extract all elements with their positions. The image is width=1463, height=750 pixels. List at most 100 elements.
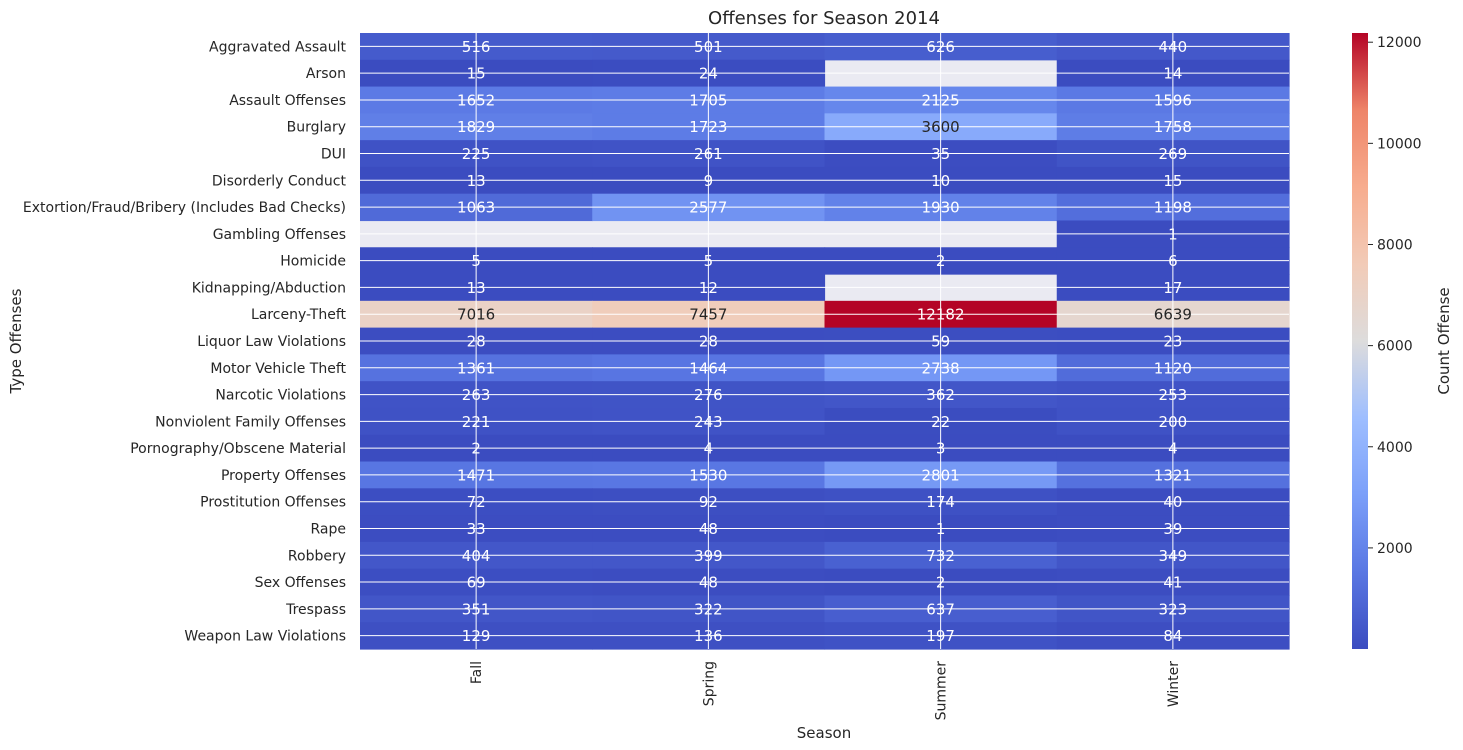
colorbar-label: Count Offense (1435, 287, 1453, 394)
cell-value-label: 10 (931, 172, 950, 190)
cell-value-label: 1596 (1154, 91, 1192, 109)
y-axis-title: Type Offenses (7, 288, 25, 394)
cell-value-label: 1530 (689, 466, 727, 484)
cell-value-label: 1471 (457, 466, 495, 484)
y-tick-label: Sex Offenses (255, 575, 346, 591)
cell-value-label: 2125 (922, 91, 960, 109)
x-tick-label: Winter (1166, 661, 1182, 707)
cell-value-label: 276 (694, 386, 723, 404)
cell-value-label: 5 (471, 252, 481, 270)
cell-value-label: 197 (926, 627, 955, 645)
cell-value-label: 1 (1168, 225, 1178, 243)
y-tick-label: Larceny-Theft (251, 307, 347, 323)
x-tick-label: Fall (469, 661, 485, 684)
cell-value-label: 1723 (689, 118, 727, 136)
cell-value-label: 7016 (457, 306, 495, 324)
cell-value-label: 136 (694, 627, 723, 645)
cell-value-label: 1063 (457, 199, 495, 217)
cell-value-label: 243 (694, 413, 723, 431)
cell-value-label: 263 (462, 386, 491, 404)
y-tick-label: Rape (311, 521, 347, 537)
cell-value-label: 14 (1163, 65, 1182, 83)
cell-value-label: 269 (1159, 145, 1188, 163)
cell-value-label: 9 (704, 172, 714, 190)
cell-value-label: 637 (926, 600, 955, 618)
y-tick-label: Gambling Offenses (213, 227, 346, 243)
cell-value-label: 349 (1159, 547, 1188, 565)
cell-value-label: 732 (926, 547, 955, 565)
cell-value-label: 1120 (1154, 359, 1192, 377)
cell-value-label: 404 (462, 547, 491, 565)
cell-value-label: 2801 (922, 466, 960, 484)
colorbar-tick-label: 4000 (1377, 440, 1413, 456)
y-tick-label: Narcotic Violations (215, 388, 346, 404)
y-tick-label: Prostitution Offenses (200, 495, 346, 511)
cell-value-label: 200 (1159, 413, 1188, 431)
cell-value-label: 15 (467, 65, 486, 83)
y-tick-label: Kidnapping/Abduction (192, 280, 346, 296)
cell-value-label: 6 (1168, 252, 1178, 270)
cell-value-label: 40 (1163, 493, 1182, 511)
cell-value-label: 351 (462, 600, 491, 618)
cell-value-label: 516 (462, 38, 491, 56)
cell-value-label: 440 (1159, 38, 1188, 56)
cell-value-label: 626 (926, 38, 955, 56)
y-tick-label: Arson (306, 66, 346, 82)
cell-value-label: 72 (467, 493, 486, 511)
cell-value-label: 35 (931, 145, 950, 163)
cell-value-label: 2 (936, 252, 946, 270)
y-tick-label: Extortion/Fraud/Bribery (Includes Bad Ch… (23, 200, 346, 216)
cell-value-label: 1198 (1154, 199, 1192, 217)
x-tick-label: Summer (934, 661, 950, 721)
cell-value-label: 2 (936, 574, 946, 592)
colorbar-tick-labels: 2000 4000 6000 8000 10000 12000 (1368, 35, 1422, 557)
colorbar-tick-label: 8000 (1377, 237, 1413, 253)
cell-value-label: 69 (467, 574, 486, 592)
cell-value-label: 39 (1163, 520, 1182, 538)
cell-value-label: 129 (462, 627, 491, 645)
cell-value-label: 28 (467, 333, 486, 351)
cell-value-label: 225 (462, 145, 491, 163)
y-tick-label: Burglary (287, 120, 346, 136)
x-axis-tick-labels: Fall Spring Summer Winter (469, 661, 1182, 721)
cell-value-label: 4 (704, 440, 714, 458)
x-tick-label: Spring (701, 661, 717, 706)
cell-value-label: 2 (471, 440, 481, 458)
cell-value-label: 28 (699, 333, 718, 351)
cell-value-label: 3 (936, 440, 946, 458)
y-tick-label: DUI (321, 147, 346, 163)
cell-value-label: 1 (936, 520, 946, 538)
cell-value-label: 174 (926, 493, 955, 511)
colorbar-tick-label: 10000 (1377, 136, 1422, 152)
cell-value-label: 1652 (457, 91, 495, 109)
y-tick-label: Assault Offenses (229, 93, 346, 109)
y-tick-label: Motor Vehicle Theft (210, 361, 346, 377)
y-tick-label: Property Offenses (221, 468, 346, 484)
y-tick-label: Disorderly Conduct (212, 173, 347, 189)
cell-value-label: 3600 (922, 118, 960, 136)
cell-value-label: 362 (926, 386, 955, 404)
cell-value-label: 22 (931, 413, 950, 431)
cell-value-label: 17 (1163, 279, 1182, 297)
y-tick-label: Homicide (280, 254, 346, 270)
cell-value-label: 48 (699, 574, 718, 592)
cell-value-label: 15 (1163, 172, 1182, 190)
chart-title: Offenses for Season 2014 (708, 8, 940, 29)
cell-value-label: 1321 (1154, 466, 1192, 484)
y-tick-label: Weapon Law Violations (184, 629, 346, 645)
cell-value-label: 2738 (922, 359, 960, 377)
y-tick-label: Liquor Law Violations (197, 334, 346, 350)
y-axis-tick-labels: Aggravated Assault Arson Assault Offenses B… (23, 39, 347, 644)
colorbar-tick-label: 12000 (1377, 35, 1422, 51)
colorbar-tick-label: 2000 (1377, 541, 1413, 557)
x-axis-title: Season (797, 724, 851, 742)
cell-value-label: 13 (467, 279, 486, 297)
cell-value-label: 48 (699, 520, 718, 538)
cell-value-label: 1829 (457, 118, 495, 136)
y-tick-label: Trespass (285, 602, 346, 618)
cell-value-label: 221 (462, 413, 491, 431)
cell-value-label: 1930 (922, 199, 960, 217)
cell-value-label: 12182 (917, 306, 965, 324)
colorbar-tick-label: 6000 (1377, 339, 1413, 355)
